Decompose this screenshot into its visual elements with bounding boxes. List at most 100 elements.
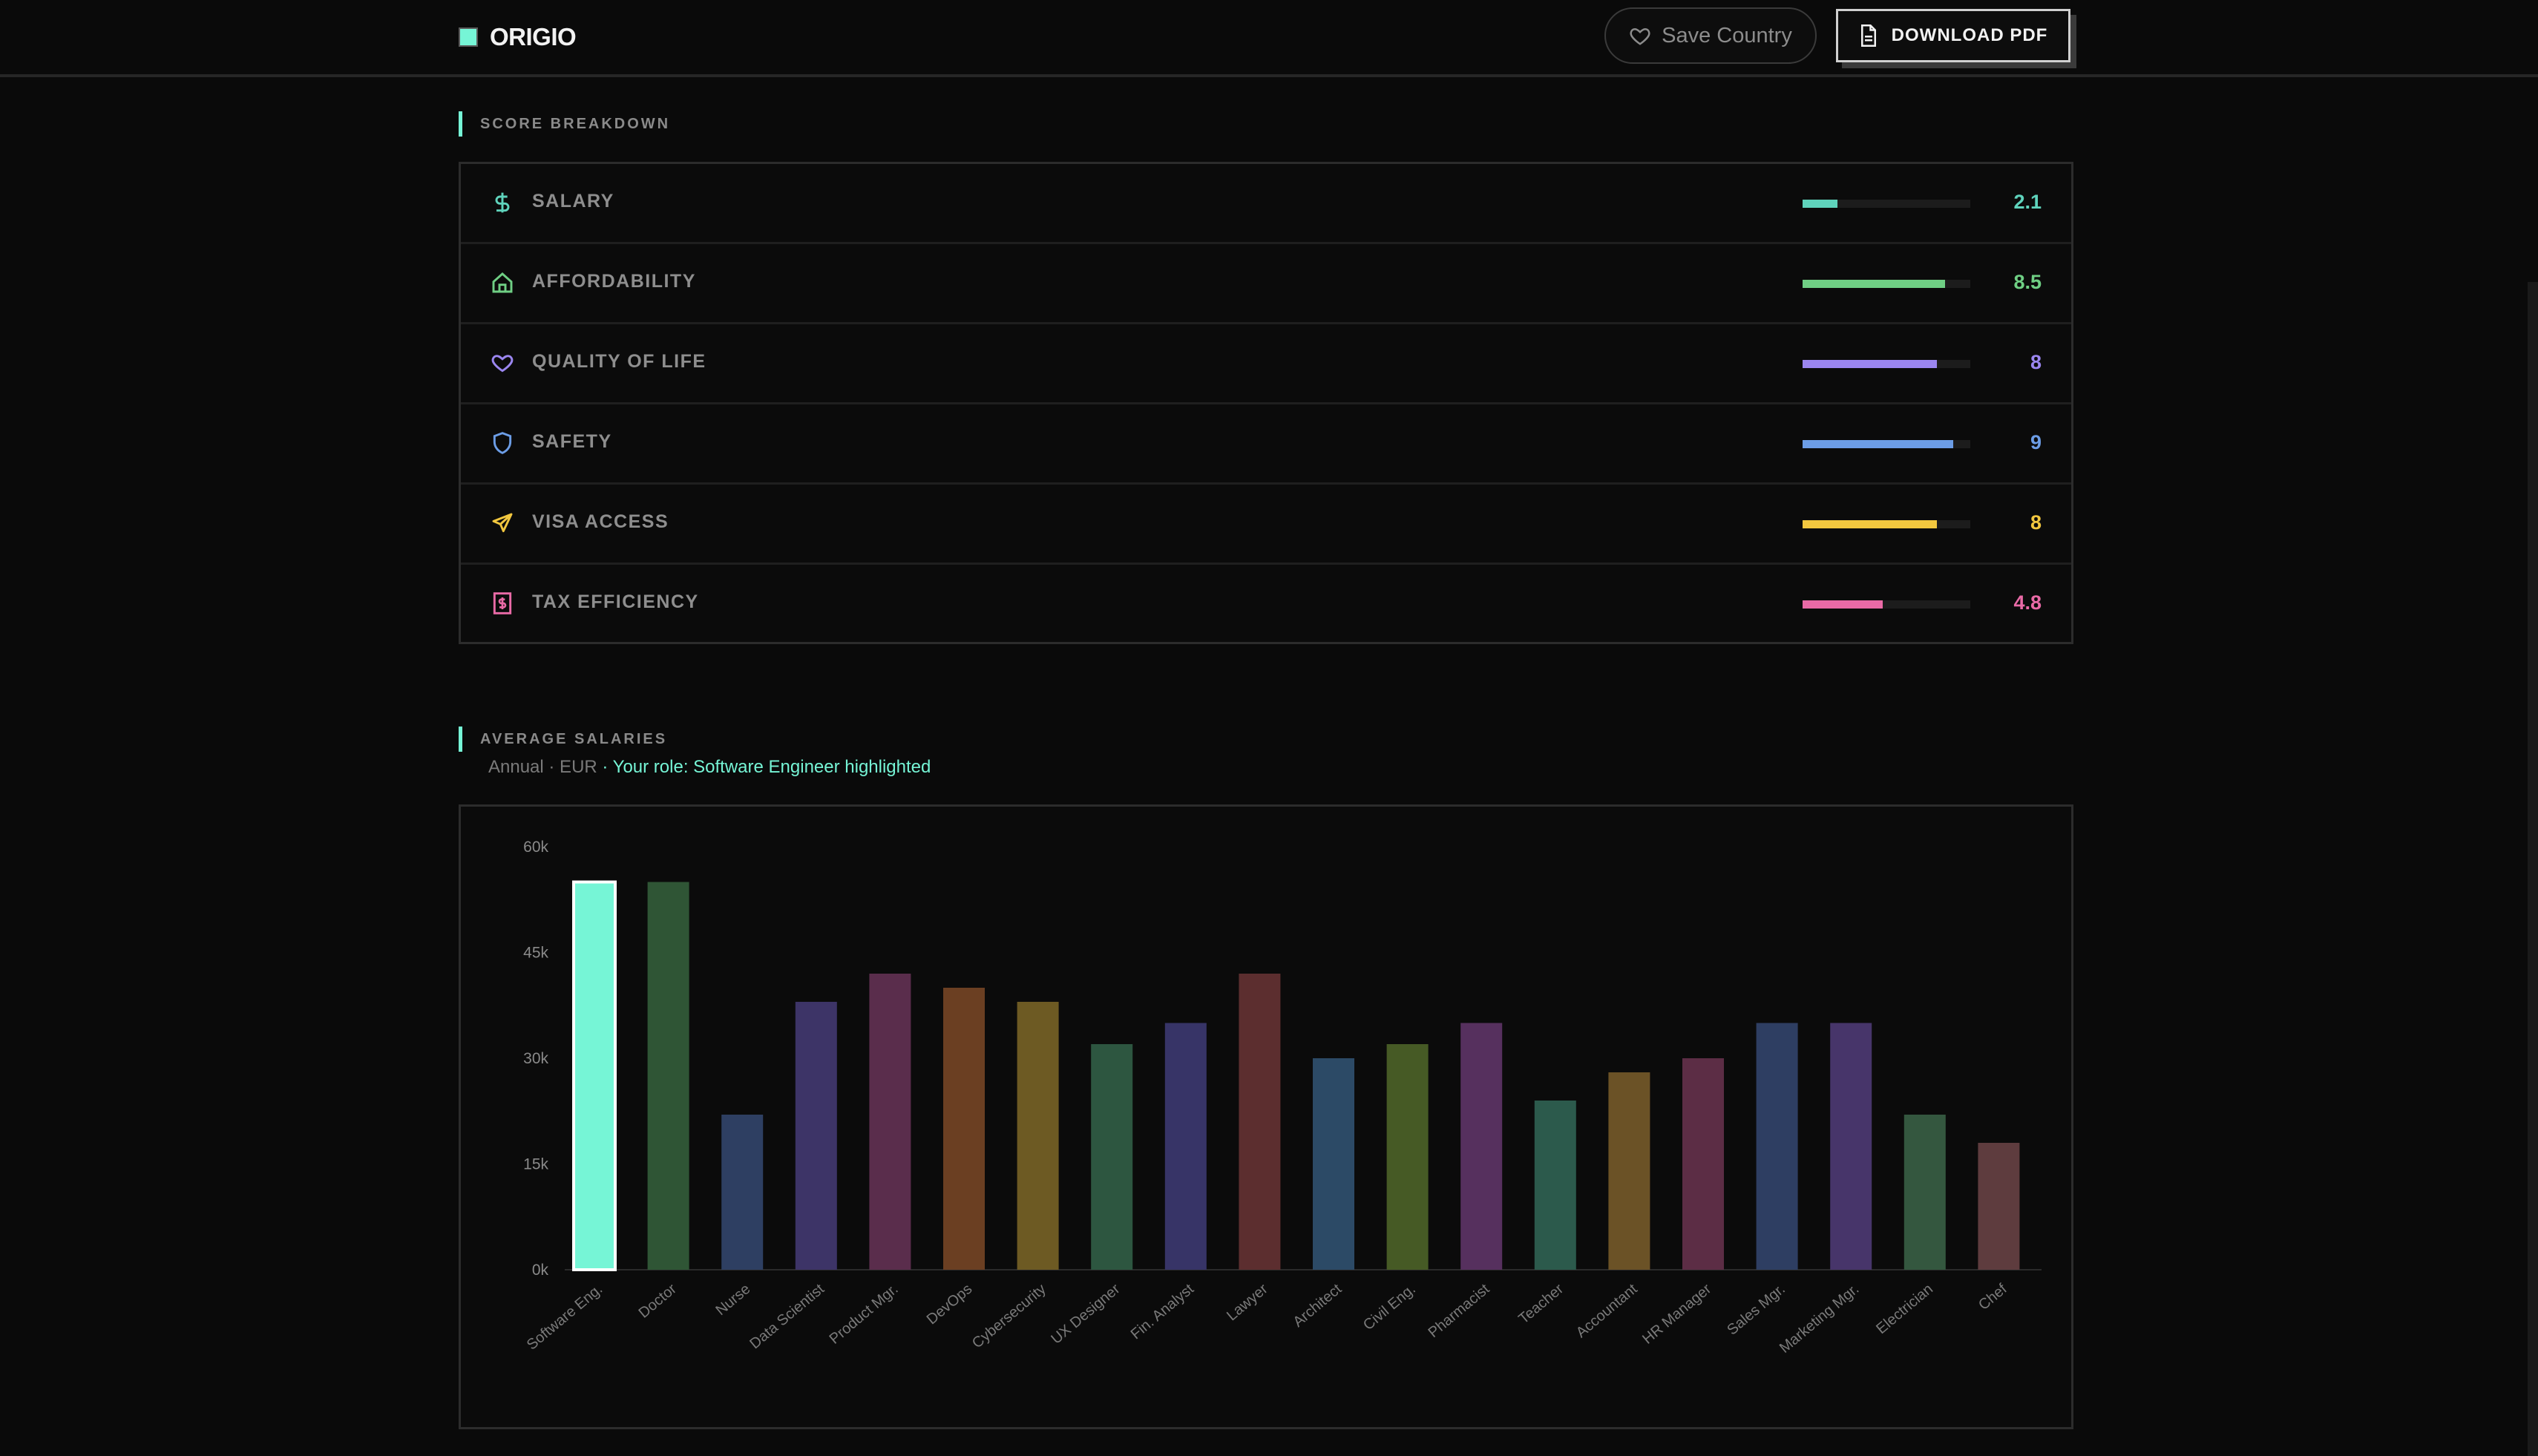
score-row-salary: SALARY 2.1 [461,164,2071,244]
salaries-subtitle-highlight: · Your role: Software Engineer highlight… [602,757,931,777]
x-tick-label: Cybersecurity [969,1281,1049,1351]
bar-devops [943,988,985,1270]
shield-icon [491,431,514,455]
save-country-label: Save Country [1662,23,1792,47]
bar-software-eng [572,880,617,1271]
score-row-tax-efficiency: TAX EFFICIENCY 4.8 [461,565,2071,645]
score-label: SALARY [532,191,614,211]
score-bar-track [1803,280,1970,288]
score-bar-track [1803,440,1970,448]
score-row-safety: SAFETY 9 [461,404,2071,485]
y-tick-label: 15k [523,1156,548,1173]
top-bar: ORIGIO Save Country DOWNLOAD PDF [0,0,2538,77]
score-label: TAX EFFICIENCY [532,591,699,612]
y-tick-label: 0k [532,1262,549,1279]
heart-icon [491,351,514,375]
x-tick-label: Architect [1290,1281,1345,1331]
score-value: 4.8 [2013,591,2042,614]
score-value: 8.5 [2013,271,2042,293]
x-tick-label: Chef [1975,1281,2010,1314]
bar-ux-designer [1091,1044,1133,1270]
y-tick-label: 30k [523,1050,548,1067]
score-label: AFFORDABILITY [532,271,696,292]
bar-electrician [1904,1115,1946,1270]
x-tick-label: Pharmacist [1426,1281,1493,1341]
home-icon [491,271,514,295]
page-scrollbar[interactable] [2528,282,2538,1456]
score-breakdown-heading: SCORE BREAKDOWN [459,111,670,137]
bar-architect [1313,1058,1354,1270]
score-value: 2.1 [2013,191,2042,213]
average-salaries-title: AVERAGE SALARIES [480,730,668,747]
score-bar-track [1803,600,1970,609]
bar-nurse [721,1115,764,1270]
score-breakdown-title: SCORE BREAKDOWN [480,115,671,132]
x-tick-label: Accountant [1573,1281,1641,1341]
x-tick-label: Sales Mgr. [1724,1281,1788,1339]
x-tick-label: Electrician [1873,1281,1936,1337]
bar-sales-mgr [1756,1023,1798,1270]
salaries-subtitle-prefix: Annual · EUR [488,757,597,777]
bar-marketing-mgr [1830,1023,1872,1270]
brand-logo[interactable]: ORIGIO [459,21,577,53]
brand-name: ORIGIO [490,23,577,50]
x-tick-label: Nurse [712,1281,753,1319]
x-tick-label: Teacher [1515,1281,1567,1328]
x-tick-label: HR Manager [1639,1281,1714,1348]
score-label: SAFETY [532,431,612,452]
score-row-quality-of-life: QUALITY OF LIFE 8 [461,324,2071,404]
score-label: VISA ACCESS [532,511,669,532]
score-value: 8 [2030,511,2042,534]
score-bar-fill [1803,600,1883,609]
bar-lawyer [1239,974,1281,1270]
download-pdf-button[interactable]: DOWNLOAD PDF [1836,9,2070,62]
receipt-icon [491,591,514,615]
document-icon [1860,24,1876,47]
brand-mark-icon [459,27,478,47]
x-tick-label: UX Designer [1048,1281,1123,1348]
score-row-affordability: AFFORDABILITY 8.5 [461,244,2071,324]
bar-cybersecurity [1017,1002,1059,1270]
heading-accent [459,727,462,752]
bar-accountant [1608,1072,1650,1270]
y-tick-label: 60k [523,839,548,856]
score-bar-fill [1803,200,1838,208]
score-bar-track [1803,520,1970,528]
x-tick-label: Fin. Analyst [1128,1281,1198,1343]
score-bar-fill [1803,520,1937,528]
bar-pharmacist [1460,1023,1503,1270]
bar-data-scientist [795,1002,837,1270]
score-bar-fill [1803,280,1946,288]
y-tick-label: 45k [523,945,548,962]
bar-doctor [647,882,689,1270]
score-bar-fill [1803,360,1937,368]
score-bar-track [1803,360,1970,368]
x-tick-label: Lawyer [1224,1281,1271,1325]
score-bar-fill [1803,440,1954,448]
score-label: QUALITY OF LIFE [532,351,706,372]
save-country-button[interactable]: Save Country [1604,7,1817,64]
x-tick-label: Doctor [636,1281,681,1322]
salary-bar-chart: 0k 15k 30k 45k 60k Software Eng. Doctor NurseDa… [523,839,2042,1357]
x-tick-label: Product Mgr. [827,1281,902,1348]
bar-product-mgr [869,974,911,1270]
average-salaries-heading: AVERAGE SALARIES [459,727,667,752]
score-breakdown-panel: SALARY 2.1 AFFORDABILITY 8.5 QUALITY OF LIFE… [459,162,2073,644]
x-tick-label: Software Eng. [524,1281,606,1354]
bar-fin-analyst [1164,1023,1207,1270]
score-row-visa-access: VISA ACCESS 8 [461,485,2071,565]
x-tick-label: Civil Eng. [1360,1281,1419,1334]
plane-icon [491,511,514,535]
dollar-icon [491,191,514,214]
x-tick-label: DevOps [924,1281,975,1328]
bar-teacher [1534,1101,1576,1270]
salaries-subtitle: Annual · EUR · Your role: Software Engin… [488,757,931,778]
score-value: 9 [2030,431,2042,453]
download-pdf-label: DOWNLOAD PDF [1891,25,2048,45]
heading-accent [459,111,462,137]
x-tick-label: Data Scientist [747,1281,827,1352]
score-value: 8 [2030,351,2042,373]
bar-hr-manager [1682,1058,1724,1270]
bar-chef [1978,1143,2020,1270]
heart-icon [1630,27,1650,45]
